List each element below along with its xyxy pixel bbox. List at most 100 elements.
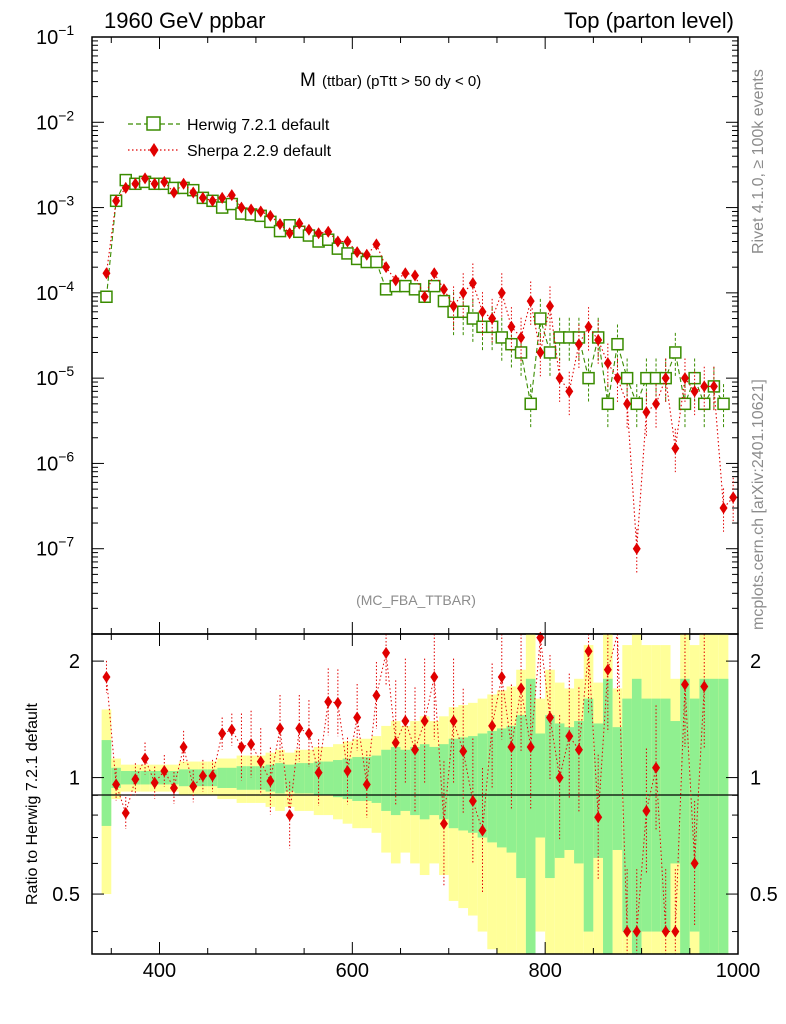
sherpa-ratio-point bbox=[584, 645, 593, 658]
sherpa-point bbox=[141, 172, 150, 185]
sherpa-ratio-point bbox=[700, 680, 709, 693]
ratio-band-green bbox=[670, 721, 681, 864]
legend-sherpa-diamond-icon bbox=[149, 143, 159, 157]
sherpa-ratio-point bbox=[661, 925, 670, 938]
sherpa-point bbox=[700, 380, 709, 393]
sherpa-ratio-point bbox=[112, 778, 121, 791]
ratio-y-tick-label-right: 0.5 bbox=[750, 884, 778, 906]
ratio-band-green bbox=[120, 770, 131, 785]
herwig-point bbox=[582, 371, 595, 385]
sherpa-point bbox=[237, 201, 246, 214]
sherpa-ratio-point bbox=[150, 776, 159, 789]
ratio-band-green bbox=[410, 746, 420, 816]
sherpa-point bbox=[208, 194, 217, 207]
sherpa-point bbox=[247, 203, 256, 216]
sherpa-point bbox=[468, 277, 477, 290]
herwig-point bbox=[495, 331, 509, 344]
sherpa-ratio-point bbox=[565, 730, 574, 743]
sherpa-point bbox=[574, 338, 583, 351]
ratio-band-green bbox=[631, 678, 642, 954]
sherpa-point bbox=[256, 205, 265, 218]
sherpa-ratio-point bbox=[459, 745, 468, 758]
herwig-point bbox=[611, 337, 624, 351]
sherpa-ratio-point bbox=[488, 719, 497, 732]
sherpa-point bbox=[517, 331, 526, 344]
sherpa-ratio-point bbox=[594, 811, 603, 824]
sherpa-point bbox=[131, 177, 140, 190]
sherpa-point bbox=[218, 191, 227, 204]
herwig-point bbox=[543, 346, 557, 359]
sherpa-ratio-point bbox=[420, 715, 429, 728]
main-y-tick-label: 10−7 bbox=[36, 534, 74, 561]
ratio-y-tick-label-left: 1 bbox=[69, 768, 80, 790]
main-y-tick-label: 10−6 bbox=[36, 448, 74, 475]
sherpa-point bbox=[276, 218, 285, 231]
herwig-point bbox=[100, 290, 113, 304]
sherpa-point bbox=[507, 320, 516, 333]
main-y-tick-label: 10−2 bbox=[36, 107, 74, 134]
sherpa-point bbox=[545, 300, 554, 313]
sherpa-point bbox=[555, 372, 564, 385]
sherpa-ratio-point bbox=[131, 773, 140, 786]
sherpa-ratio-point bbox=[391, 736, 400, 749]
mcplots-label: mcplots.cern.ch [arXiv:2401.10621] bbox=[750, 379, 767, 630]
ratio-band-green bbox=[169, 770, 179, 785]
ratio-band-green bbox=[101, 740, 112, 826]
sherpa-ratio-point bbox=[603, 663, 612, 676]
sherpa-point bbox=[382, 261, 391, 274]
x-tick-label: 1000 bbox=[716, 960, 761, 982]
ratio-band-green bbox=[583, 698, 594, 932]
ratio-band-green bbox=[140, 770, 150, 785]
sherpa-ratio-point bbox=[333, 696, 342, 709]
sherpa-ratio-point bbox=[343, 764, 352, 777]
sherpa-point bbox=[411, 269, 419, 282]
main-y-tick-label: 10−3 bbox=[36, 193, 74, 220]
sherpa-ratio-point bbox=[623, 925, 632, 938]
sherpa-ratio-point bbox=[304, 727, 313, 740]
herwig-point bbox=[717, 397, 730, 411]
sherpa-ratio-point bbox=[517, 682, 526, 695]
ratio-y-tick-label-left: 2 bbox=[69, 651, 80, 673]
sherpa-ratio-point bbox=[574, 743, 583, 756]
sherpa-ratio-point bbox=[121, 806, 130, 819]
sherpa-ratio-point bbox=[507, 740, 516, 753]
herwig-point bbox=[437, 294, 451, 308]
ratio-band-green bbox=[275, 763, 285, 794]
ratio-band-green bbox=[574, 721, 584, 864]
x-tick-label: 800 bbox=[528, 960, 561, 982]
sherpa-point bbox=[304, 223, 313, 236]
rivet-version-label: Rivet 4.1.0, ≥ 100k events bbox=[750, 69, 767, 254]
sherpa-point bbox=[227, 189, 236, 202]
ratio-band-green bbox=[564, 727, 575, 850]
sherpa-point bbox=[584, 320, 593, 333]
sherpa-ratio-point bbox=[555, 771, 564, 784]
ratio-band-green bbox=[246, 766, 256, 790]
sherpa-point bbox=[478, 305, 487, 318]
sherpa-point bbox=[169, 186, 178, 199]
sherpa-ratio-point bbox=[497, 670, 506, 683]
herwig-point bbox=[620, 371, 634, 385]
sherpa-point bbox=[343, 235, 352, 248]
sherpa-point bbox=[362, 248, 371, 261]
sherpa-point bbox=[632, 542, 641, 555]
main-y-tick-label: 10−1 bbox=[36, 22, 74, 49]
sherpa-ratio-point bbox=[208, 769, 217, 782]
sherpa-point bbox=[430, 267, 439, 280]
sherpa-point bbox=[372, 238, 381, 251]
ratio-band-green bbox=[371, 755, 382, 803]
ratio-plot-frame bbox=[91, 633, 739, 955]
sherpa-point bbox=[661, 372, 670, 385]
sherpa-ratio-point bbox=[642, 804, 651, 817]
main-y-tick-label: 10−4 bbox=[36, 278, 74, 305]
sherpa-point bbox=[565, 385, 574, 398]
ratio-x-tick-labels: 400 600 800 1000 bbox=[143, 960, 760, 982]
sherpa-point bbox=[623, 397, 632, 410]
main-y-tick-labels: 10−1 10−2 10−3 10−4 10−5 10−6 10−7 bbox=[36, 22, 74, 561]
sherpa-point bbox=[449, 300, 458, 313]
sherpa-ratio-point bbox=[160, 764, 169, 777]
sherpa-point bbox=[314, 227, 323, 240]
main-axis-ticks bbox=[92, 37, 739, 634]
ratio-band-green bbox=[709, 678, 719, 954]
ratio-band-green bbox=[159, 770, 170, 785]
